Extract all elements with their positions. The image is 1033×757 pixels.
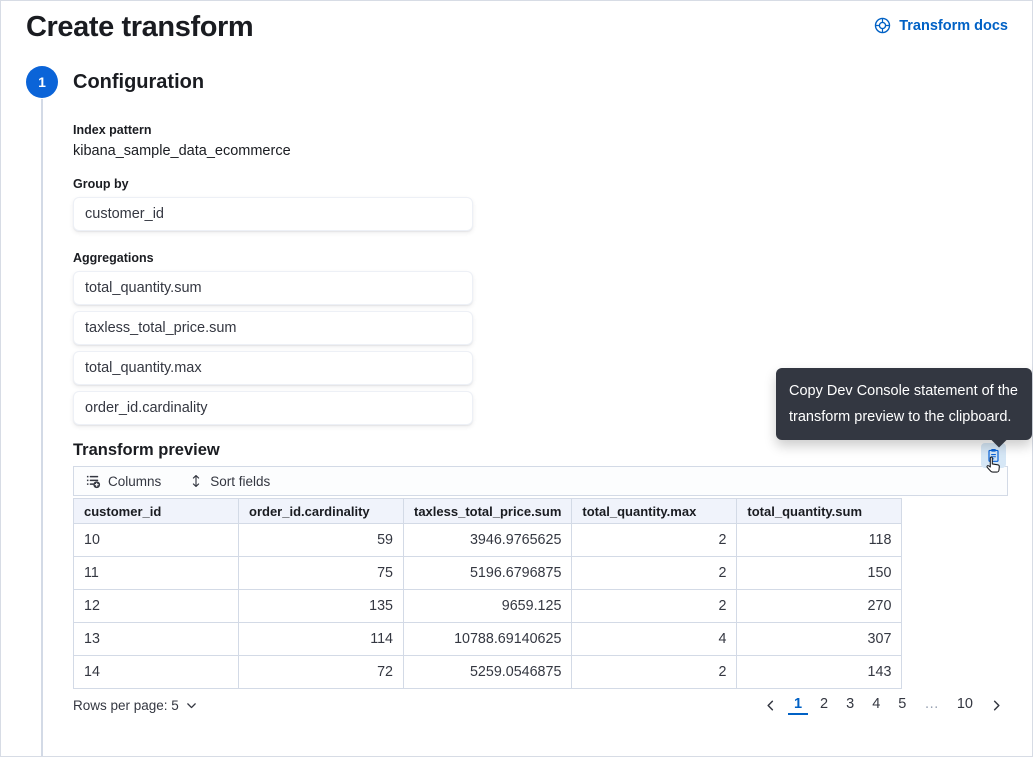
sort-fields-button[interactable]: Sort fields [189, 474, 270, 489]
copy-tooltip-text: Copy Dev Console statement of the transf… [789, 383, 1018, 426]
pagination-page[interactable]: 4 [872, 696, 881, 712]
table-header-row: customer_id order_id.cardinality taxless_t… [73, 498, 903, 524]
clipboard-copy-icon [986, 448, 1001, 463]
table-cell: 13 [73, 622, 239, 656]
columns-icon [86, 474, 101, 489]
transform-docs-link[interactable]: Transform docs [874, 17, 1008, 34]
table-row: 10 59 3946.9765625 2 118 [73, 523, 903, 557]
pagination-ellipsis: … [924, 696, 939, 712]
aggregation-item[interactable]: order_id.cardinality [73, 391, 473, 425]
table-cell: 135 [238, 589, 404, 623]
group-by-item[interactable]: customer_id [73, 197, 473, 231]
table-cell: 118 [736, 523, 903, 557]
column-header[interactable]: taxless_total_price.sum [402, 498, 573, 524]
table-row: 11 75 5196.6796875 2 150 [73, 556, 903, 590]
index-pattern-label: Index pattern [73, 123, 152, 137]
table-row: 12 135 9659.125 2 270 [73, 589, 903, 623]
data-grid-toolbar: Columns Sort fields [73, 466, 1008, 496]
table-cell: 143 [736, 655, 903, 689]
column-header[interactable]: total_quantity.sum [736, 498, 903, 524]
table-row: 14 72 5259.0546875 2 143 [73, 655, 903, 689]
pagination-page[interactable]: 5 [898, 696, 907, 712]
copy-to-clipboard-button[interactable] [981, 443, 1006, 468]
table-cell: 5259.0546875 [402, 655, 573, 689]
page-title: Create transform [26, 11, 254, 43]
table-cell: 5196.6796875 [402, 556, 573, 590]
help-ring-icon [874, 17, 891, 34]
rows-per-page-label: Rows per page: 5 [73, 697, 179, 713]
table-cell: 4 [571, 622, 738, 656]
configuration-content: Index pattern kibana_sample_data_ecommer… [73, 123, 1032, 715]
aggregation-item[interactable]: total_quantity.sum [73, 271, 473, 305]
step-connector-line [41, 99, 43, 756]
table-cell: 59 [238, 523, 404, 557]
sort-icon [189, 474, 203, 488]
chevron-down-icon [185, 699, 198, 712]
transform-docs-label: Transform docs [899, 17, 1008, 34]
table-cell: 12 [73, 589, 239, 623]
table-cell: 2 [571, 556, 738, 590]
pagination: 1 2 3 4 5 … 10 [759, 695, 1008, 715]
aggregation-item[interactable]: total_quantity.max [73, 351, 473, 385]
columns-button-label: Columns [108, 473, 162, 489]
table-cell: 307 [736, 622, 903, 656]
step-configuration: 1 Configuration [1, 66, 1032, 98]
transform-preview-table: customer_id order_id.cardinality taxless_t… [73, 498, 903, 689]
table-cell: 14 [73, 655, 239, 689]
table-cell: 9659.125 [402, 589, 573, 623]
column-header[interactable]: total_quantity.max [571, 498, 738, 524]
aggregation-item[interactable]: taxless_total_price.sum [73, 311, 473, 345]
table-cell: 10788.69140625 [402, 622, 573, 656]
table-cell: 150 [736, 556, 903, 590]
pagination-page[interactable]: 10 [956, 696, 973, 712]
table-cell: 10 [73, 523, 239, 557]
pagination-page[interactable]: 1 [787, 695, 809, 715]
columns-button[interactable]: Columns [86, 474, 161, 489]
aggregations-list: total_quantity.sum taxless_total_price.su… [73, 271, 1032, 425]
previous-page-button[interactable] [759, 698, 782, 713]
table-cell: 3946.9765625 [402, 523, 573, 557]
group-by-label: Group by [73, 177, 129, 191]
pagination-page[interactable]: 2 [820, 696, 829, 712]
table-row: 13 114 10788.69140625 4 307 [73, 622, 903, 656]
aggregations-label: Aggregations [73, 251, 154, 265]
column-header[interactable]: customer_id [73, 498, 239, 524]
table-cell: 2 [571, 655, 738, 689]
table-cell: 270 [736, 589, 903, 623]
table-body: 10 59 3946.9765625 2 118 11 75 5196.6796875 2 150… [73, 523, 903, 689]
column-header[interactable]: order_id.cardinality [238, 498, 404, 524]
sort-fields-button-label: Sort fields [210, 473, 271, 489]
step-number-badge: 1 [26, 66, 58, 98]
page-header: Create transform Transform docs [1, 1, 1032, 44]
table-cell: 2 [571, 589, 738, 623]
table-cell: 75 [238, 556, 404, 590]
copy-tooltip: Copy Dev Console statement of the transf… [776, 368, 1032, 448]
rows-per-page-button[interactable]: Rows per page: 5 [73, 698, 198, 713]
table-cell: 2 [571, 523, 738, 557]
table-cell: 11 [73, 556, 239, 590]
pagination-pages: 1 2 3 4 5 … 10 [787, 695, 979, 715]
next-page-button[interactable] [985, 698, 1008, 713]
transform-preview-heading: Transform preview [73, 441, 220, 459]
table-cell: 114 [238, 622, 404, 656]
table-cell: 72 [238, 655, 404, 689]
index-pattern-value: kibana_sample_data_ecommerce [73, 143, 291, 159]
grid-footer: Rows per page: 5 1 2 3 4 5 … 10 [73, 695, 1008, 715]
pagination-page[interactable]: 3 [846, 696, 855, 712]
configuration-heading: Configuration [73, 71, 205, 93]
